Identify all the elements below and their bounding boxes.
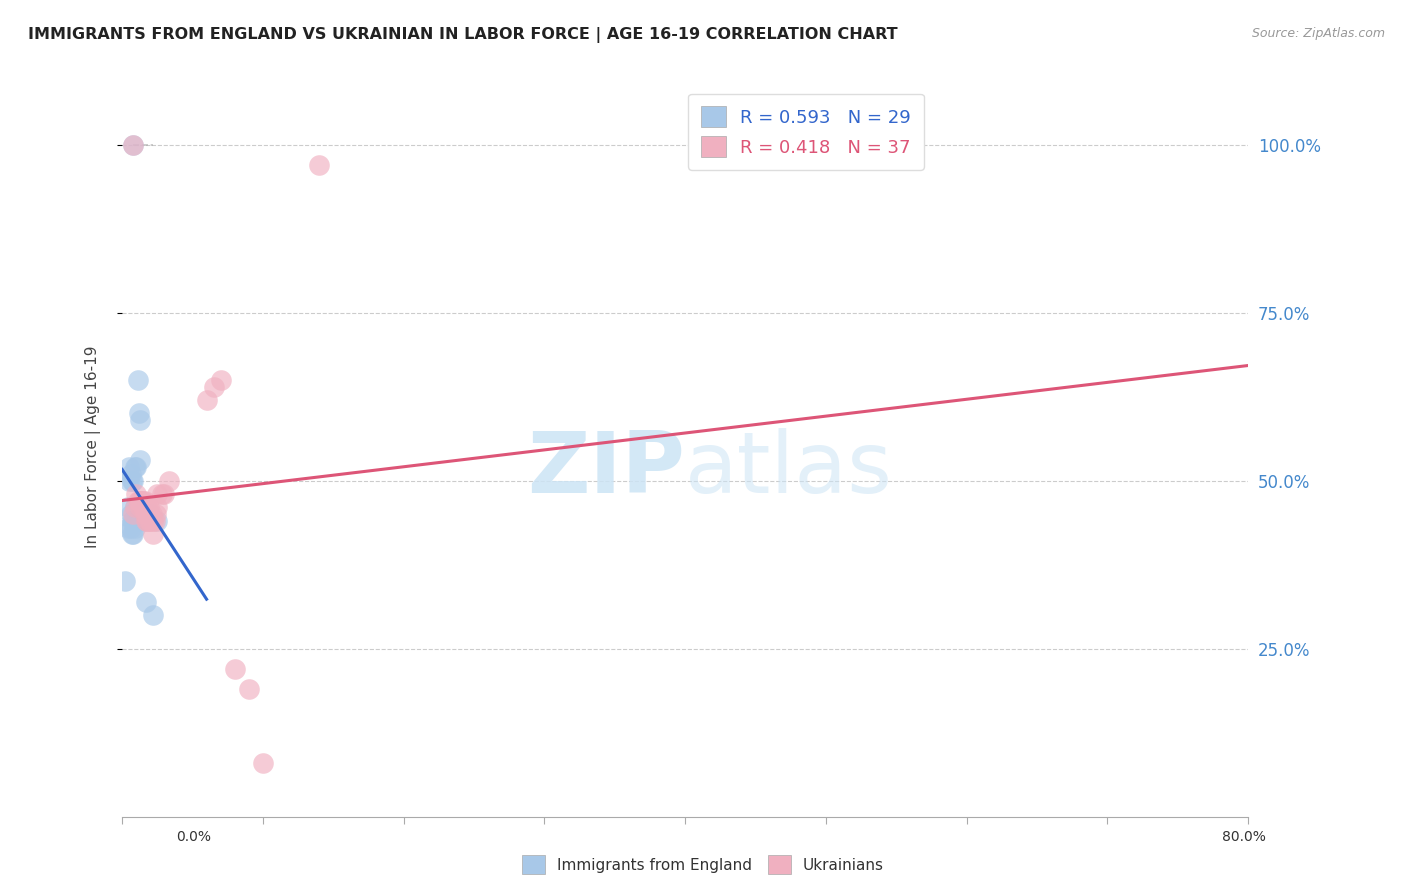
Point: [124, 500, 146, 515]
Point: [135, 514, 157, 528]
Legend: Immigrants from England, Ukrainians: Immigrants from England, Ukrainians: [516, 849, 890, 880]
Text: 80.0%: 80.0%: [1222, 830, 1265, 844]
Point: [143, 514, 166, 528]
Point: [127, 493, 149, 508]
Point: [145, 507, 167, 521]
Point: [121, 514, 143, 528]
Point: [138, 514, 160, 528]
Point: [124, 520, 146, 534]
Point: [142, 527, 165, 541]
Point: [132, 514, 155, 528]
Text: ZIP: ZIP: [527, 427, 685, 510]
Point: [128, 406, 150, 420]
Point: [131, 493, 153, 508]
Point: [129, 500, 152, 515]
Point: [150, 487, 173, 501]
Point: [118, 474, 141, 488]
Point: [157, 474, 180, 488]
Point: [132, 500, 155, 515]
Point: [129, 493, 152, 508]
Point: [195, 392, 218, 407]
Point: [122, 137, 145, 152]
Text: atlas: atlas: [685, 427, 893, 510]
Legend: R = 0.593   N = 29, R = 0.418   N = 37: R = 0.593 N = 29, R = 0.418 N = 37: [688, 94, 924, 169]
Point: [132, 493, 155, 508]
Point: [142, 607, 165, 622]
Text: Source: ZipAtlas.com: Source: ZipAtlas.com: [1251, 27, 1385, 40]
Point: [125, 460, 148, 475]
Point: [120, 507, 142, 521]
Point: [129, 413, 152, 427]
Point: [146, 500, 169, 515]
Text: 0.0%: 0.0%: [176, 830, 211, 844]
Point: [153, 487, 176, 501]
Point: [124, 500, 146, 515]
Point: [122, 137, 145, 152]
Point: [125, 487, 148, 501]
Point: [127, 373, 149, 387]
Y-axis label: In Labor Force | Age 16-19: In Labor Force | Age 16-19: [86, 346, 101, 549]
Point: [224, 662, 246, 676]
Point: [134, 507, 156, 521]
Point: [117, 520, 139, 534]
Point: [118, 460, 141, 475]
Point: [114, 574, 136, 589]
Point: [121, 527, 143, 541]
Point: [138, 500, 160, 515]
Point: [128, 493, 150, 508]
Point: [136, 514, 159, 528]
Point: [209, 373, 232, 387]
Point: [136, 500, 159, 515]
Point: [135, 594, 157, 608]
Point: [122, 527, 145, 541]
Point: [117, 500, 139, 515]
Point: [124, 460, 146, 475]
Point: [134, 493, 156, 508]
Point: [202, 379, 225, 393]
Point: [142, 514, 165, 528]
Point: [120, 520, 142, 534]
Point: [129, 453, 152, 467]
Point: [252, 756, 274, 770]
Point: [120, 467, 142, 481]
Point: [139, 514, 162, 528]
Point: [122, 514, 145, 528]
Text: IMMIGRANTS FROM ENGLAND VS UKRAINIAN IN LABOR FORCE | AGE 16-19 CORRELATION CHAR: IMMIGRANTS FROM ENGLAND VS UKRAINIAN IN …: [28, 27, 898, 43]
Point: [125, 514, 148, 528]
Point: [122, 474, 145, 488]
Point: [146, 487, 169, 501]
Point: [121, 474, 143, 488]
Point: [122, 507, 145, 521]
Point: [139, 507, 162, 521]
Point: [238, 681, 260, 696]
Point: [308, 158, 330, 172]
Point: [146, 514, 169, 528]
Point: [135, 500, 157, 515]
Point: [141, 507, 163, 521]
